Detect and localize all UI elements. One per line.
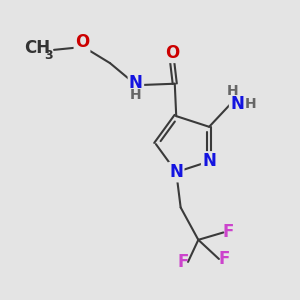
Text: F: F <box>218 250 230 268</box>
Text: O: O <box>75 34 89 52</box>
Text: N: N <box>202 152 216 170</box>
Text: H: H <box>130 88 142 102</box>
Text: N: N <box>169 163 183 181</box>
Text: F: F <box>223 224 234 242</box>
Text: O: O <box>165 44 179 62</box>
Text: N: N <box>129 74 143 92</box>
Text: CH: CH <box>24 38 50 56</box>
Text: N: N <box>230 95 244 113</box>
Text: H: H <box>244 97 256 111</box>
Text: H: H <box>227 84 239 98</box>
Text: 3: 3 <box>44 49 52 62</box>
Text: F: F <box>177 253 188 271</box>
